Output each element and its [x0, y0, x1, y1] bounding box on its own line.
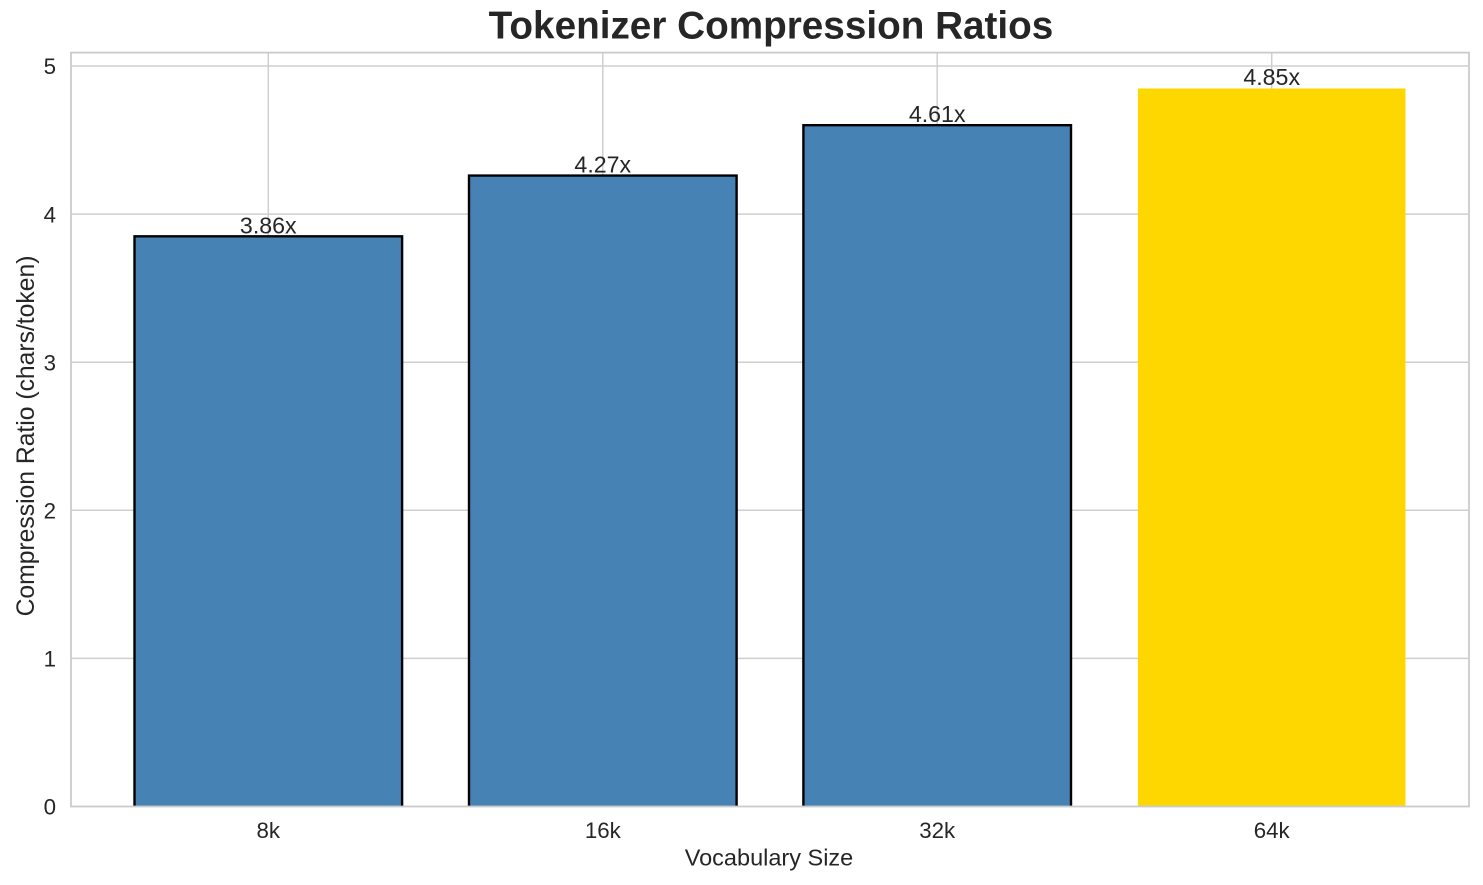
svg-text:4.85x: 4.85x: [1243, 64, 1300, 90]
svg-text:3: 3: [44, 350, 56, 375]
svg-text:4.27x: 4.27x: [574, 152, 631, 178]
svg-text:4.61x: 4.61x: [909, 101, 966, 127]
svg-text:8k: 8k: [257, 818, 281, 843]
svg-text:Compression Ratio (chars/token: Compression Ratio (chars/token): [13, 256, 40, 617]
svg-text:5: 5: [44, 54, 56, 79]
svg-text:64k: 64k: [1254, 818, 1291, 843]
svg-text:Vocabulary Size: Vocabulary Size: [685, 845, 854, 871]
svg-text:4: 4: [44, 202, 56, 227]
svg-text:1: 1: [44, 647, 56, 672]
svg-text:32k: 32k: [919, 818, 956, 843]
svg-text:Tokenizer Compression Ratios: Tokenizer Compression Ratios: [489, 5, 1054, 48]
svg-text:0: 0: [44, 795, 56, 820]
svg-text:16k: 16k: [585, 818, 622, 843]
svg-text:3.86x: 3.86x: [240, 212, 297, 238]
svg-text:2: 2: [44, 499, 56, 524]
